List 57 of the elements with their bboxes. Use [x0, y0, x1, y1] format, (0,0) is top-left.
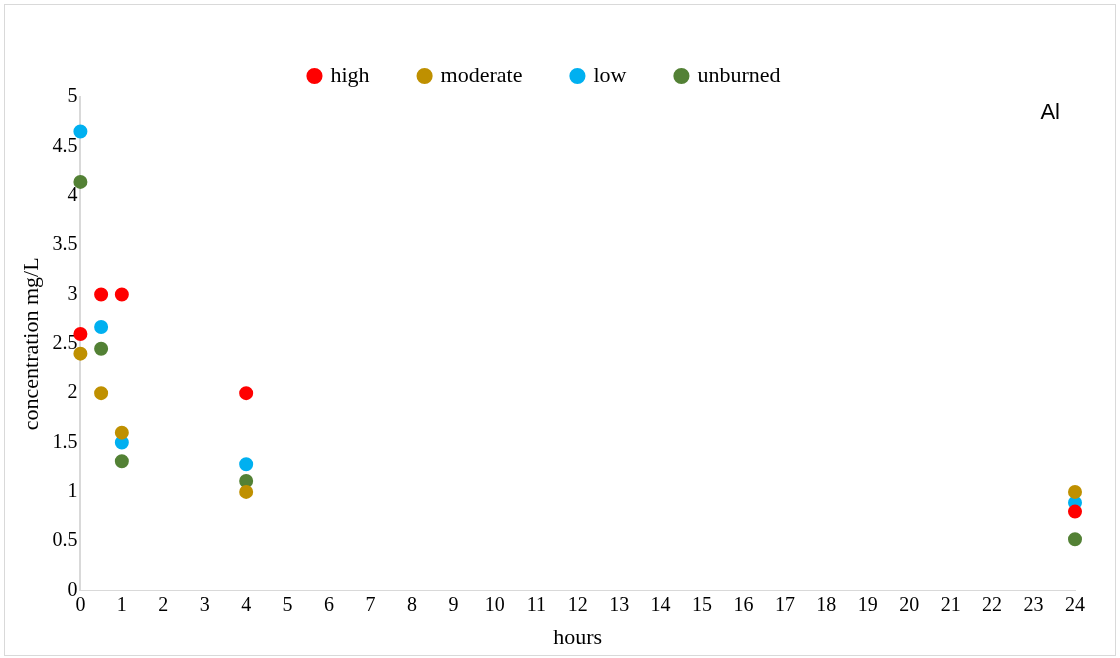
y-axis-title: concentration mg/L [17, 257, 43, 431]
x-tick-label: 14 [650, 592, 671, 615]
point [73, 124, 88, 139]
x-tick-label: 17 [774, 592, 795, 615]
point [114, 287, 129, 302]
y-tick-label: 3.5 [52, 232, 78, 255]
x-tick-label: 19 [857, 592, 878, 615]
x-tick-label: 7 [365, 592, 376, 615]
point [94, 386, 109, 401]
x-tick-label: 13 [609, 592, 630, 615]
point [94, 287, 109, 302]
x-tick-label: 16 [733, 592, 754, 615]
x-tick-label: 2 [158, 592, 169, 615]
legend-label: high [330, 61, 370, 87]
y-tick-label: 0 [67, 577, 78, 600]
point [94, 320, 109, 335]
y-tick-label: 5 [67, 84, 78, 107]
legend-label: unburned [697, 61, 781, 87]
x-tick-label: 23 [1023, 592, 1044, 615]
point [1068, 504, 1082, 519]
x-tick-label: 22 [982, 592, 1003, 615]
x-tick-label: 9 [448, 592, 459, 615]
point [1068, 484, 1082, 499]
point [114, 454, 129, 469]
x-tick-label: 8 [406, 592, 417, 615]
x-tick-label: 18 [816, 592, 837, 615]
point [1068, 532, 1082, 547]
y-tick-label: 1.5 [52, 429, 78, 452]
x-tick-label: 10 [484, 592, 505, 615]
x-tick-label: 4 [241, 592, 252, 615]
x-tick-label: 11 [526, 592, 546, 615]
x-tick-label: 12 [567, 592, 588, 615]
legend-label: low [593, 61, 627, 87]
x-tick-label: 6 [324, 592, 335, 615]
y-tick-label: 2.5 [52, 331, 78, 354]
x-tick-label: 24 [1065, 592, 1085, 615]
x-tick-label: 20 [899, 592, 920, 615]
y-tick-label: 2 [67, 380, 78, 403]
x-tick-label: 21 [940, 592, 961, 615]
point [94, 341, 109, 356]
point [239, 484, 254, 499]
x-axis-title: hours [553, 623, 603, 649]
y-tick-label: 3 [67, 281, 78, 304]
point [239, 386, 254, 401]
point [239, 457, 254, 472]
y-tick-label: 4.5 [52, 133, 78, 156]
point [114, 425, 129, 440]
y-tick-label: 0.5 [52, 528, 78, 551]
x-tick-label: 3 [199, 592, 210, 615]
y-tick-label: 1 [67, 479, 78, 502]
x-tick-label: 5 [282, 592, 293, 615]
x-tick-label: 15 [692, 592, 713, 615]
y-tick-label: 4 [67, 182, 78, 205]
point [73, 174, 88, 189]
legend-label: moderate [440, 61, 523, 87]
annotation: Al [1040, 99, 1060, 125]
x-tick-label: 1 [116, 592, 127, 615]
